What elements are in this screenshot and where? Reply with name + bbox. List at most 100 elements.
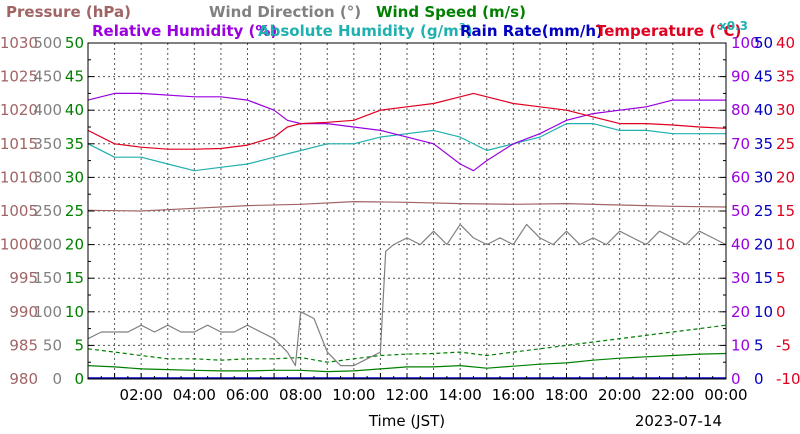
y-tick-label-wind_speed: 15 bbox=[65, 269, 84, 287]
y-tick-label-absolute_humidity_and_rain_rate: 20 bbox=[754, 236, 773, 254]
legend-absolute-humidity-close: ) bbox=[466, 22, 473, 40]
series-group bbox=[87, 92, 727, 379]
y-tick-label-wind_direction: 350 bbox=[33, 135, 62, 153]
y-tick-label-pressure: 995 bbox=[9, 269, 38, 287]
y-tick-label-wind_direction: 400 bbox=[33, 101, 62, 119]
y-tick-label-relative_humidity: 50 bbox=[731, 202, 750, 220]
x-tick-label: 20:00 bbox=[598, 386, 641, 404]
y-tick-label-wind_speed: 25 bbox=[65, 202, 84, 220]
series-line-pressure-hpa bbox=[87, 201, 727, 212]
y-tick-label-absolute_humidity_and_rain_rate: 30 bbox=[754, 168, 773, 186]
series-line-relative-humidity bbox=[87, 92, 726, 172]
y-tick-label-relative_humidity: 80 bbox=[731, 101, 750, 119]
x-axis-ticks: 02:00 04:00 06:00 08:00 10:00 12:00 14:00 16:00… bbox=[87, 373, 748, 404]
y-tick-label-relative_humidity: 10 bbox=[731, 336, 750, 354]
y-tick-label-wind_speed: 45 bbox=[65, 68, 84, 86]
y-tick-label-wind_speed: 10 bbox=[65, 303, 84, 321]
y-tick-label-relative_humidity: 30 bbox=[731, 269, 750, 287]
y-tick-label-relative_humidity: 40 bbox=[731, 236, 750, 254]
x-tick-label: 00:00 bbox=[704, 386, 747, 404]
legend-absolute-humidity-sup: 3 bbox=[459, 22, 466, 33]
y-tick-label-relative_humidity: 20 bbox=[731, 303, 750, 321]
y-tick-label-relative_humidity: 70 bbox=[731, 135, 750, 153]
y-tick-label-wind_speed: 20 bbox=[65, 236, 84, 254]
y-tick-label-absolute_humidity_and_rain_rate: 5 bbox=[754, 336, 764, 354]
y-tick-label-relative_humidity: 60 bbox=[731, 168, 750, 186]
x-tick-label: 02:00 bbox=[120, 386, 163, 404]
series-line-absolute-humidity-g-m bbox=[87, 122, 726, 172]
y-tick-label-temperature: 20 bbox=[776, 168, 795, 186]
grid bbox=[88, 43, 726, 379]
y-tick-label-wind_speed: 50 bbox=[65, 34, 84, 52]
y-tick-label-wind_direction: 200 bbox=[33, 236, 62, 254]
y-tick-label-wind_direction: 0 bbox=[52, 370, 62, 388]
y-tick-label-temperature: 35 bbox=[776, 68, 795, 86]
y-tick-label-pressure: 990 bbox=[9, 303, 38, 321]
x-tick-label: 18:00 bbox=[545, 386, 588, 404]
series-line-wind-speed-m-s bbox=[87, 352, 727, 373]
x-tick-label: 16:00 bbox=[492, 386, 535, 404]
y-tick-label-absolute_humidity_and_rain_rate: 45 bbox=[754, 68, 773, 86]
y-tick-label-wind_direction: 250 bbox=[33, 202, 62, 220]
y-tick-label-wind_direction: 150 bbox=[33, 269, 62, 287]
series-line-wind-speed-gust-m-s bbox=[87, 324, 727, 363]
legend-wind-direction: Wind Direction (°) bbox=[209, 3, 361, 21]
x-tick-label: 04:00 bbox=[173, 386, 216, 404]
y-tick-label-relative_humidity: 100 bbox=[731, 34, 760, 52]
y-tick-label-pressure: 1030 bbox=[0, 34, 38, 52]
y-tick-label-temperature: 15 bbox=[776, 202, 795, 220]
series-line-temperature-c bbox=[87, 92, 727, 150]
y-tick-label-temperature: 30 bbox=[776, 101, 795, 119]
y-tick-label-pressure: 1005 bbox=[0, 202, 38, 220]
y-tick-label-absolute_humidity_and_rain_rate: 40 bbox=[754, 101, 773, 119]
legend-pressure: Pressure (hPa) bbox=[6, 3, 131, 21]
y-tick-label-pressure: 1000 bbox=[0, 236, 38, 254]
y-tick-label-wind_direction: 300 bbox=[33, 168, 62, 186]
legend-temperature: Temperature (°C) bbox=[596, 22, 741, 40]
y-tick-label-wind_direction: 500 bbox=[33, 34, 62, 52]
y-tick-label-wind_direction: 450 bbox=[33, 68, 62, 86]
y-tick-label-temperature: 5 bbox=[776, 269, 786, 287]
legend-wind-speed: Wind Speed (m/s) bbox=[376, 3, 526, 21]
y-tick-label-temperature: 10 bbox=[776, 236, 795, 254]
y-tick-label-temperature: -5 bbox=[776, 336, 791, 354]
y-tick-label-wind_speed: 35 bbox=[65, 135, 84, 153]
y-tick-label-pressure: 985 bbox=[9, 336, 38, 354]
y-tick-label-relative_humidity: 0 bbox=[731, 370, 741, 388]
x-tick-label: 08:00 bbox=[279, 386, 322, 404]
legend-absolute-humidity: Absolute Humidity (g/m3) bbox=[258, 22, 473, 40]
y-tick-label-relative_humidity: 90 bbox=[731, 68, 750, 86]
y-tick-label-wind_direction: 50 bbox=[43, 336, 62, 354]
series-line-wind-direction bbox=[87, 223, 727, 367]
y-tick-label-absolute_humidity_and_rain_rate: 10 bbox=[754, 303, 773, 321]
y-tick-label-temperature: 40 bbox=[776, 34, 795, 52]
y-tick-label-pressure: 1025 bbox=[0, 68, 38, 86]
x-tick-label: 06:00 bbox=[226, 386, 269, 404]
legend-rain-multiplier: x0.3 bbox=[719, 19, 748, 33]
y-tick-label-wind_speed: 30 bbox=[65, 168, 84, 186]
y-tick-label-absolute_humidity_and_rain_rate: 15 bbox=[754, 269, 773, 287]
y-tick-label-pressure: 980 bbox=[9, 370, 38, 388]
y-tick-label-wind_direction: 100 bbox=[33, 303, 62, 321]
y-tick-label-absolute_humidity_and_rain_rate: 25 bbox=[754, 202, 773, 220]
y-tick-label-absolute_humidity_and_rain_rate: 0 bbox=[754, 370, 764, 388]
y-tick-label-pressure: 1020 bbox=[0, 101, 38, 119]
y-tick-label-temperature: -10 bbox=[776, 370, 800, 388]
x-tick-label: 22:00 bbox=[651, 386, 694, 404]
y-tick-label-temperature: 0 bbox=[776, 303, 786, 321]
y-tick-label-absolute_humidity_and_rain_rate: 50 bbox=[754, 34, 773, 52]
y-tick-label-absolute_humidity_and_rain_rate: 35 bbox=[754, 135, 773, 153]
y-tick-label-wind_speed: 0 bbox=[74, 370, 84, 388]
y-axis-ticks: 9809859909951000100510101015102010251030… bbox=[0, 34, 800, 388]
legend-absolute-humidity-text: Absolute Humidity (g/m bbox=[258, 22, 459, 40]
y-tick-label-pressure: 1015 bbox=[0, 135, 38, 153]
x-tick-label: 12:00 bbox=[385, 386, 428, 404]
y-tick-label-wind_speed: 5 bbox=[74, 336, 84, 354]
x-tick-label: 10:00 bbox=[332, 386, 375, 404]
x-tick-label: 14:00 bbox=[439, 386, 482, 404]
y-tick-label-temperature: 25 bbox=[776, 135, 795, 153]
legend-relative-humidity: Relative Humidity (%) bbox=[92, 22, 277, 40]
date-label: 2023-07-14 bbox=[635, 412, 722, 430]
